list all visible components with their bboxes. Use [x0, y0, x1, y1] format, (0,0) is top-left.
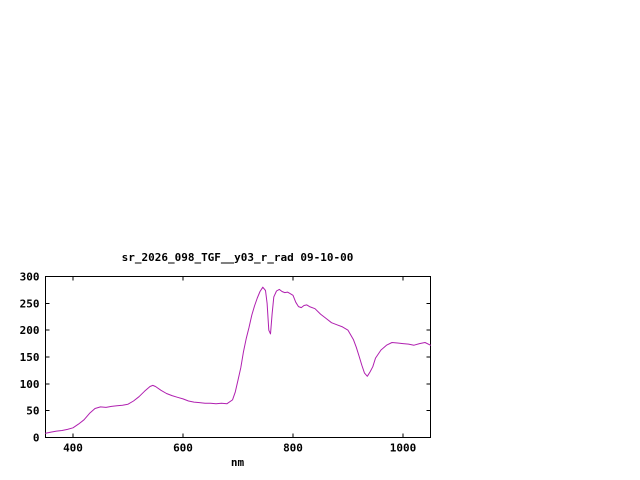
- radiance-line: [45, 286, 431, 434]
- y-tick-label: 200: [20, 324, 40, 337]
- x-tick-label: 400: [63, 442, 83, 455]
- chart-title: sr_2026_098_TGF__y03_r_rad 09-10-00: [121, 251, 354, 264]
- y-tick-label: 100: [20, 378, 40, 391]
- x-tick-label: 800: [283, 442, 303, 455]
- x-tick-label: 600: [173, 442, 193, 455]
- plot-border: [45, 276, 431, 438]
- x-axis-label: nm: [230, 456, 245, 469]
- plot-group: 400 600 800 1000 0 50 100 150 200 250 300: [20, 271, 431, 455]
- y-tick-label: 250: [20, 297, 40, 310]
- y-tick-label: 50: [26, 405, 39, 418]
- x-tick-label: 1000: [390, 442, 417, 455]
- y-tick-label: 0: [33, 432, 40, 445]
- y-tick-label: 150: [20, 351, 40, 364]
- y-tick-label: 300: [20, 271, 40, 284]
